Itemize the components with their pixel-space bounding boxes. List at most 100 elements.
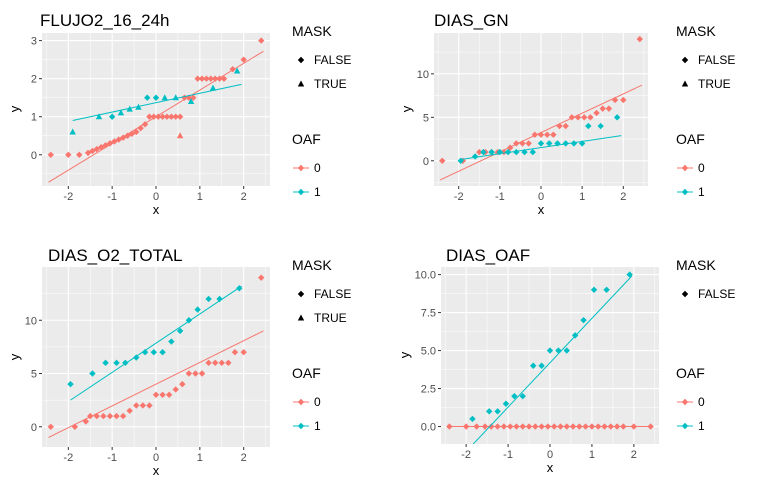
legend-key-diamond (681, 164, 689, 172)
data-point-diamond (502, 400, 510, 407)
data-point-diamond (231, 349, 239, 356)
data-point-diamond (525, 423, 533, 430)
data-point-diamond (439, 157, 446, 164)
data-point-diamond (530, 362, 537, 369)
legend-key-diamond (681, 56, 689, 64)
data-point-diamond (122, 359, 129, 367)
data-point-triangle (209, 84, 217, 91)
legend-label-oaf: 1 (314, 185, 321, 199)
data-point-diamond (205, 295, 212, 303)
y-tick-label: 3 (31, 36, 37, 48)
data-point-diamond (471, 153, 479, 160)
data-point-diamond (113, 412, 120, 420)
legend-key-diamond (681, 422, 689, 430)
x-axis-label: x (153, 463, 160, 475)
data-point-diamond (218, 359, 225, 367)
x-tick-label: -2 (461, 449, 471, 461)
series-0 (47, 274, 265, 438)
data-point-diamond (590, 286, 598, 293)
legend: MASK FALSE TRUE OAF 0 1 (292, 257, 351, 433)
x-tick-label: 1 (579, 191, 585, 203)
y-axis-label: y (397, 351, 412, 358)
legend-title-oaf: OAF (676, 131, 705, 147)
legend-label-oaf: 1 (314, 419, 321, 433)
data-point-diamond (630, 423, 638, 430)
data-point-diamond (172, 386, 179, 393)
data-point-diamond (139, 402, 147, 409)
legend-title-mask: MASK (676, 257, 716, 273)
data-point-diamond (82, 418, 90, 425)
legend-label-oaf: 0 (698, 395, 705, 409)
data-point-diamond (563, 423, 570, 430)
data-point-diamond (481, 423, 489, 430)
data-point-diamond (236, 285, 243, 292)
data-point-diamond (150, 349, 158, 356)
y-tick-label: 2.5 (421, 384, 436, 396)
data-point-diamond (513, 140, 520, 147)
data-point-diamond (198, 370, 206, 377)
data-point-diamond (488, 148, 495, 156)
data-point-diamond (168, 338, 175, 345)
data-point-diamond (159, 391, 166, 399)
data-point-diamond (525, 140, 532, 147)
chart-panel-1: FLUJO2_16_24h -2 -1 0 1 2 0 1 2 3 x y MASK FALSE TRUE O… (7, 11, 351, 217)
chart-title: DIAS_O2_TOTAL (48, 246, 182, 265)
data-point-diamond (192, 370, 199, 377)
y-tick-label: 10.0 (415, 270, 436, 282)
data-point-diamond (146, 113, 153, 120)
legend-label-mask: TRUE (314, 77, 347, 91)
data-point-diamond (113, 359, 120, 367)
data-point-diamond (150, 113, 158, 120)
plot-area (47, 37, 265, 183)
data-point-diamond (216, 75, 223, 82)
data-point-diamond (47, 423, 54, 430)
data-point-diamond (84, 149, 92, 157)
data-point-diamond (585, 122, 592, 130)
data-point-diamond (168, 113, 175, 120)
data-point-diamond (562, 140, 569, 147)
y-tick-label: 0.0 (421, 422, 436, 434)
legend-key-triangle (297, 80, 305, 87)
fit-line (460, 135, 622, 160)
data-point-diamond (607, 423, 614, 430)
data-point-diamond (555, 347, 562, 354)
data-point-diamond (519, 423, 526, 430)
legend-key-diamond (297, 398, 305, 406)
legend-key-diamond (297, 422, 305, 430)
legend-key-diamond (297, 164, 305, 172)
data-point-diamond (504, 148, 512, 156)
data-point-triangle (176, 132, 184, 139)
data-point-diamond (216, 295, 223, 303)
data-point-diamond (546, 140, 553, 147)
fit-line (70, 285, 242, 401)
data-point-diamond (588, 423, 596, 430)
chart-panel-3: DIAS_O2_TOTAL-2 -1 0 1 20510xyMASKFALSETRUEO… (7, 246, 351, 478)
x-tick-label: -1 (107, 191, 117, 203)
data-point-diamond (488, 423, 495, 430)
data-point-diamond (141, 349, 149, 356)
chart-title: DIAS_OAF (446, 246, 530, 265)
data-point-diamond (446, 423, 453, 430)
data-point-diamond (581, 114, 588, 121)
data-point-diamond (582, 423, 589, 430)
chart-panel-4: DIAS_OAF -2 -1 0 1 2 0.0 2.5 5.0 7.5 10.0 x y MASK FAL… (397, 246, 735, 475)
legend-key-diamond (297, 188, 305, 196)
x-tick-label: -1 (495, 191, 505, 203)
legend-label-mask: FALSE (314, 287, 351, 301)
data-point-diamond (620, 96, 627, 104)
data-point-diamond (538, 423, 545, 430)
data-point-diamond (519, 140, 526, 147)
data-point-diamond (519, 392, 526, 400)
data-point-diamond (626, 271, 633, 278)
data-point-diamond (71, 423, 79, 430)
data-point-diamond (172, 113, 179, 120)
data-point-diamond (229, 65, 236, 73)
data-point-diamond (100, 412, 107, 420)
x-tick-label: 0 (153, 191, 159, 203)
legend-label-oaf: 0 (698, 161, 705, 175)
data-point-diamond (563, 347, 570, 354)
series-1 (457, 114, 622, 164)
data-point-diamond (613, 423, 621, 430)
x-axis-label: x (538, 202, 545, 217)
